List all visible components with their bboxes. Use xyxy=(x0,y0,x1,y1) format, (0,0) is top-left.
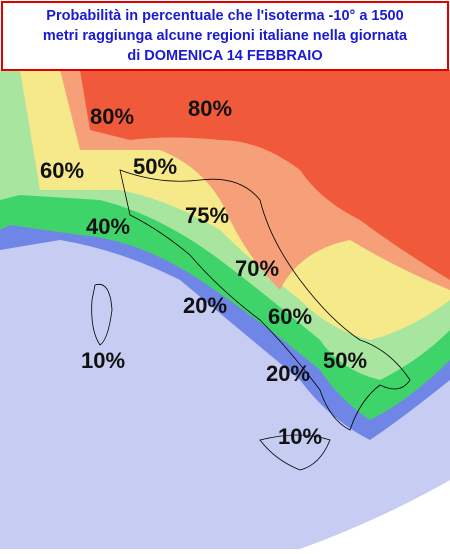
probability-label: 70% xyxy=(235,256,279,281)
title-box xyxy=(1,1,449,71)
probability-label: 80% xyxy=(90,104,134,129)
probability-label: 50% xyxy=(133,154,177,179)
probability-fields xyxy=(0,70,450,549)
title-line: Probabilità in percentuale che l'isoterm… xyxy=(46,8,403,24)
probability-label: 10% xyxy=(278,424,322,449)
probability-label: 75% xyxy=(185,203,229,228)
probability-label: 10% xyxy=(81,348,125,373)
probability-label: 50% xyxy=(323,348,367,373)
title-line: metri raggiunga alcune regioni italiane … xyxy=(43,28,408,44)
probability-label: 80% xyxy=(188,96,232,121)
coastline xyxy=(91,169,411,471)
probability-label: 20% xyxy=(266,361,310,386)
probability-label: 60% xyxy=(40,158,84,183)
probability-label: 20% xyxy=(183,293,227,318)
probability-label: 60% xyxy=(268,304,312,329)
probability-label: 40% xyxy=(86,214,130,239)
title-line: di DOMENICA 14 FEBBRAIO xyxy=(127,48,322,64)
